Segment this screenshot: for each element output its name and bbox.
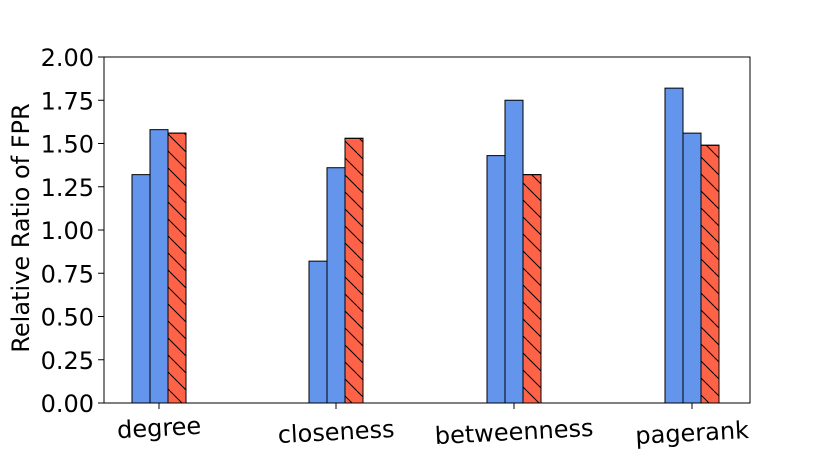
x-tick-label-pagerank: pagerank xyxy=(635,416,750,450)
bar-hatch-pagerank-series-3 xyxy=(700,144,720,404)
y-tick-label: 1.50 xyxy=(41,131,94,159)
x-axis: degree closeness betweenness pagerank xyxy=(116,403,750,450)
bar-hatch-closeness-series-3 xyxy=(344,137,364,404)
bar-betweenness-series-2 xyxy=(504,99,524,404)
bar-degree-series-2 xyxy=(149,129,169,404)
bar-hatch-degree-series-3 xyxy=(167,132,187,404)
y-tick-label: 1.00 xyxy=(41,217,94,245)
x-tick-label-degree: degree xyxy=(116,412,201,444)
y-axis-label: Relative Ratio of FPR xyxy=(7,103,35,352)
bar-pagerank-series-2 xyxy=(682,132,702,404)
plot-frame xyxy=(103,56,751,404)
x-tick-label-betweenness: betweenness xyxy=(434,414,594,450)
y-tick-label: 0.25 xyxy=(41,347,94,375)
bar-degree-series-1 xyxy=(131,174,151,404)
x-tick-label-closeness: closeness xyxy=(277,415,395,449)
bars-group xyxy=(131,87,720,404)
y-tick-label: 2.00 xyxy=(41,44,94,72)
bar-hatch-betweenness-series-3 xyxy=(522,174,542,404)
y-tick-label: 0.50 xyxy=(41,304,94,332)
y-tick-label: 1.25 xyxy=(41,174,94,202)
y-axis: 0.00 0.25 0.50 0.75 1.00 1.25 1.50 1.75 2.00 xyxy=(41,44,104,418)
bar-closeness-series-2 xyxy=(326,167,346,404)
bar-closeness-series-1 xyxy=(308,260,328,404)
y-tick-label: 1.75 xyxy=(41,87,94,115)
y-tick-label: 0.75 xyxy=(41,260,94,288)
bar-pagerank-series-1 xyxy=(664,87,684,404)
y-tick-label: 0.00 xyxy=(41,390,94,418)
bar-betweenness-series-1 xyxy=(486,155,506,404)
